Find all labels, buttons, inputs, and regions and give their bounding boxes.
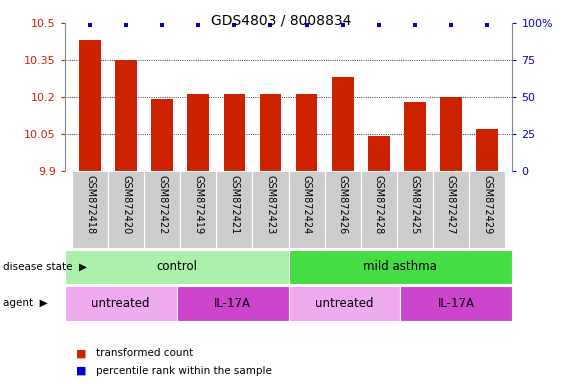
Text: GSM872420: GSM872420 [121,175,131,234]
Bar [187,94,209,171]
Bar [289,171,325,248]
Text: IL-17A: IL-17A [214,297,251,310]
Text: GSM872424: GSM872424 [302,175,311,234]
Bar [469,171,505,248]
Text: agent  ▶: agent ▶ [3,298,47,308]
Text: disease state  ▶: disease state ▶ [3,262,87,272]
Bar [440,97,462,171]
Text: GSM872419: GSM872419 [193,175,203,234]
Bar [177,286,289,321]
Bar [108,171,144,248]
Bar [151,99,173,171]
Bar [325,171,361,248]
Bar [72,171,108,248]
Bar [252,171,289,248]
Text: GSM872427: GSM872427 [446,175,456,234]
Bar [79,40,101,171]
Bar [65,250,289,284]
Text: GSM872418: GSM872418 [85,175,95,234]
Text: ■: ■ [76,366,87,376]
Bar [289,286,400,321]
Bar [216,171,252,248]
Bar [65,286,177,321]
Text: GSM872423: GSM872423 [266,175,275,234]
Bar [224,94,245,171]
Bar [397,171,433,248]
Bar [144,171,180,248]
Text: GDS4803 / 8008834: GDS4803 / 8008834 [211,13,352,27]
Text: GSM872429: GSM872429 [482,175,492,234]
Bar [404,102,426,171]
Bar [260,94,282,171]
Bar [332,77,354,171]
Bar [476,129,498,171]
Text: GSM872422: GSM872422 [157,175,167,234]
Bar [361,171,397,248]
Bar [296,94,318,171]
Bar [368,136,390,171]
Text: control: control [156,260,197,273]
Text: GSM872425: GSM872425 [410,175,420,234]
Bar [180,171,216,248]
Text: ■: ■ [76,348,87,358]
Text: GSM872421: GSM872421 [229,175,239,234]
Text: mild asthma: mild asthma [364,260,437,273]
Bar [115,60,137,171]
Text: transformed count: transformed count [96,348,193,358]
Text: GSM872428: GSM872428 [374,175,384,234]
Bar [400,286,512,321]
Text: percentile rank within the sample: percentile rank within the sample [96,366,271,376]
Bar [433,171,469,248]
Text: GSM872426: GSM872426 [338,175,348,234]
Text: untreated: untreated [91,297,150,310]
Text: IL-17A: IL-17A [438,297,475,310]
Text: untreated: untreated [315,297,374,310]
Bar [289,250,512,284]
